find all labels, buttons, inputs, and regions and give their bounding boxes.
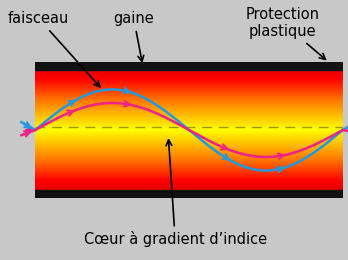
Text: faisceau: faisceau bbox=[8, 11, 100, 87]
Text: Protection
plastique: Protection plastique bbox=[245, 6, 325, 59]
Text: gaine: gaine bbox=[113, 11, 154, 62]
Text: Cœur à gradient d’indice: Cœur à gradient d’indice bbox=[84, 140, 267, 248]
